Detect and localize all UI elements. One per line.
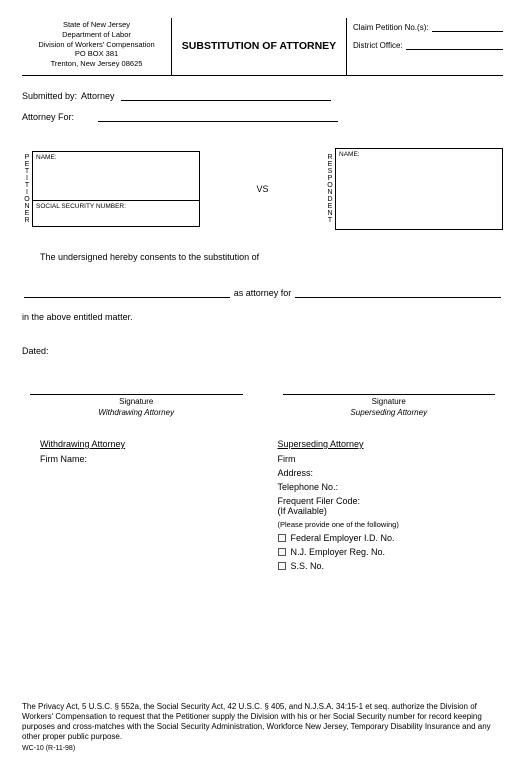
claim-petition-field[interactable] bbox=[432, 22, 503, 32]
vs-label: VS bbox=[256, 184, 268, 194]
superseding-signature-line[interactable] bbox=[283, 394, 496, 395]
sig-label: Signature bbox=[372, 397, 406, 406]
nj-employer-checkbox[interactable] bbox=[278, 548, 286, 556]
respondent-vertical-label: R E S P O N D E N T bbox=[325, 154, 335, 224]
form-number: WC-10 (R-11-98) bbox=[22, 745, 503, 754]
consent-text: The undersigned hereby consents to the s… bbox=[22, 252, 503, 262]
attorney-for-field[interactable] bbox=[98, 111, 338, 122]
withdrawing-attorney-col: Withdrawing Attorney Firm Name: bbox=[40, 439, 248, 575]
superseding-signature-block: Signature Superseding Attorney bbox=[283, 394, 496, 417]
agency-line: Department of Labor bbox=[26, 30, 167, 40]
petitioner-box[interactable]: NAME: SOCIAL SECURITY NUMBER: bbox=[32, 151, 200, 227]
agency-line: State of New Jersey bbox=[26, 20, 167, 30]
agency-line: PO BOX 381 bbox=[26, 49, 167, 59]
privacy-act-text: The Privacy Act, 5 U.S.C. § 552a, the So… bbox=[22, 702, 503, 742]
attorney-for-party-field[interactable] bbox=[295, 286, 501, 298]
district-office-label: District Office: bbox=[353, 41, 403, 50]
provide-one-hint: (Please provide one of the following) bbox=[278, 520, 486, 529]
header-right: Claim Petition No.(s): District Office: bbox=[347, 18, 503, 75]
claim-petition-label: Claim Petition No.(s): bbox=[353, 23, 429, 32]
withdrawing-signature-block: Signature Withdrawing Attorney bbox=[30, 394, 243, 417]
agency-block: State of New Jersey Department of Labor … bbox=[22, 18, 172, 75]
attorney-for-label: Attorney For: bbox=[22, 112, 74, 122]
as-attorney-label: as attorney for bbox=[230, 288, 296, 298]
district-office-field[interactable] bbox=[406, 40, 503, 50]
footer: The Privacy Act, 5 U.S.C. § 552a, the So… bbox=[22, 702, 503, 754]
ss-no-label: S.S. No. bbox=[291, 561, 325, 571]
form-header: State of New Jersey Department of Labor … bbox=[22, 18, 503, 76]
dated-label: Dated: bbox=[22, 346, 503, 356]
agency-line: Trenton, New Jersey 08625 bbox=[26, 59, 167, 69]
sig-label: Signature bbox=[119, 397, 153, 406]
respondent-box[interactable]: NAME: bbox=[335, 148, 503, 230]
petitioner-name-label: NAME: bbox=[33, 152, 199, 163]
submitted-by-role: Attorney bbox=[81, 91, 115, 101]
petitioner-ssn-label: SOCIAL SECURITY NUMBER: bbox=[33, 201, 129, 212]
submitted-by-field[interactable] bbox=[121, 90, 331, 101]
withdrawing-attorney-head: Withdrawing Attorney bbox=[40, 439, 248, 449]
respondent-name-label: NAME: bbox=[336, 149, 502, 160]
ffc-avail-label: (If Available) bbox=[278, 506, 486, 516]
nj-employer-label: N.J. Employer Reg. No. bbox=[291, 547, 386, 557]
petitioner-vertical-label: P E T I T I O N E R bbox=[22, 154, 32, 224]
superseding-attorney-head: Superseding Attorney bbox=[278, 439, 486, 449]
withdrawing-firm-label: Firm Name: bbox=[40, 454, 248, 464]
agency-line: Division of Workers' Compensation bbox=[26, 40, 167, 50]
telephone-label: Telephone No.: bbox=[278, 482, 486, 492]
entitled-matter-text: in the above entitled matter. bbox=[22, 312, 503, 322]
parties-row: P E T I T I O N E R NAME: SOCIAL SECURIT… bbox=[22, 148, 503, 230]
federal-employer-label: Federal Employer I.D. No. bbox=[291, 533, 395, 543]
ffc-label: Frequent Filer Code: bbox=[278, 496, 486, 506]
withdrawing-attorney-caption: Withdrawing Attorney bbox=[30, 408, 243, 417]
signature-row: Signature Withdrawing Attorney Signature… bbox=[22, 394, 503, 417]
submitted-by-label: Submitted by: bbox=[22, 91, 77, 101]
withdrawing-signature-line[interactable] bbox=[30, 394, 243, 395]
superseding-attorney-col: Superseding Attorney Firm Address: Telep… bbox=[278, 439, 486, 575]
form-title: SUBSTITUTION OF ATTORNEY bbox=[172, 18, 347, 75]
substitution-name-field[interactable] bbox=[24, 286, 230, 298]
superseding-attorney-caption: Superseding Attorney bbox=[283, 408, 496, 417]
address-label: Address: bbox=[278, 468, 486, 478]
ss-no-checkbox[interactable] bbox=[278, 562, 286, 570]
federal-employer-checkbox[interactable] bbox=[278, 534, 286, 542]
firm-label: Firm bbox=[278, 454, 486, 464]
attorney-details-row: Withdrawing Attorney Firm Name: Supersed… bbox=[22, 439, 503, 575]
